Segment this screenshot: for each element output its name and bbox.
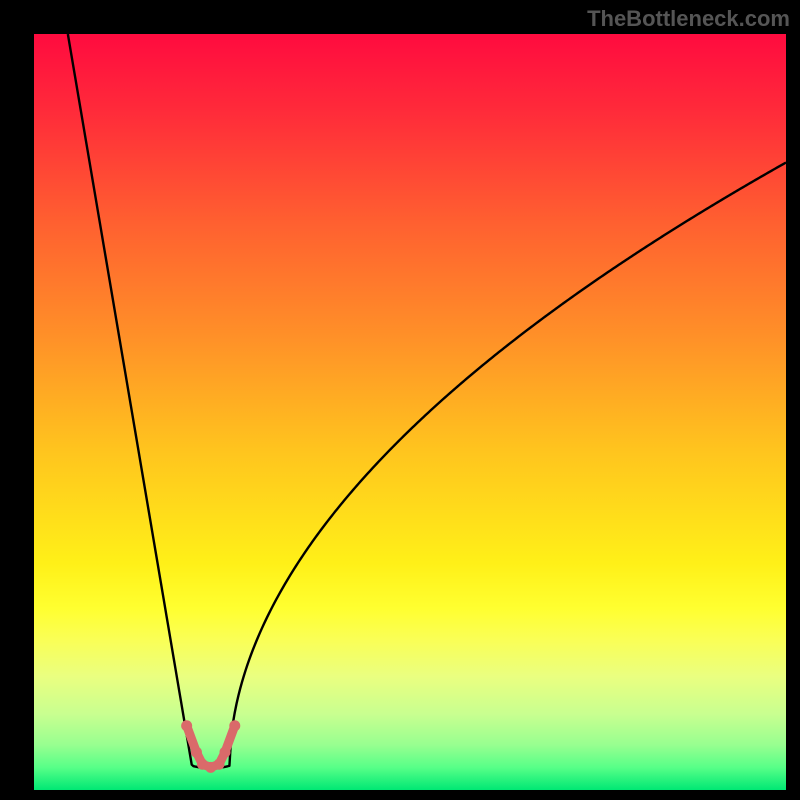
chart-svg <box>34 34 786 790</box>
valley-marker-dot <box>181 720 192 731</box>
valley-marker-dot <box>220 747 231 758</box>
gradient-background <box>34 34 786 790</box>
valley-marker-dot <box>213 759 224 770</box>
valley-marker-dot <box>191 747 202 758</box>
plot-area <box>34 34 786 790</box>
valley-marker-dot <box>229 720 240 731</box>
watermark-text: TheBottleneck.com <box>587 6 790 32</box>
